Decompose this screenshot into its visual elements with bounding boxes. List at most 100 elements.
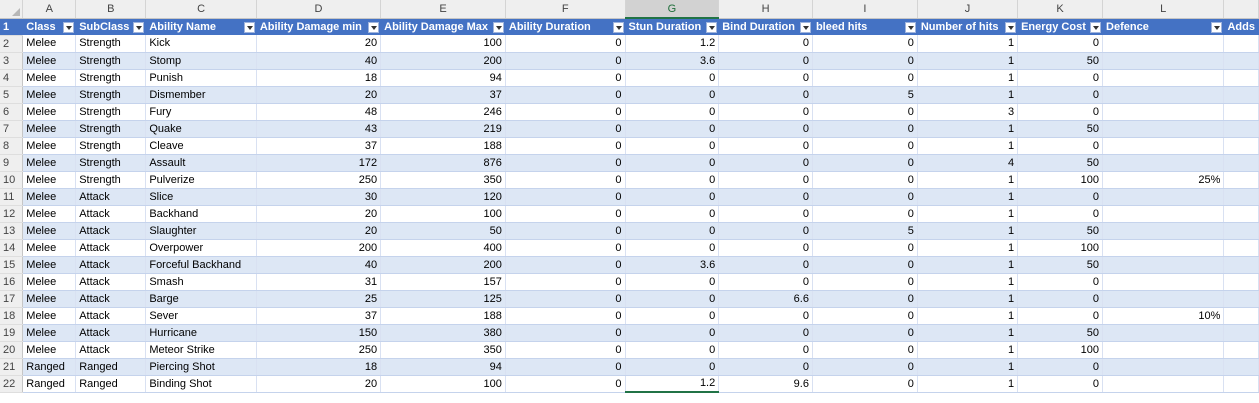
cell-ability-duration[interactable]: 0 bbox=[505, 239, 626, 257]
cell-ability-duration[interactable]: 0 bbox=[505, 222, 626, 240]
cell-bleed-hits[interactable]: 0 bbox=[812, 341, 918, 359]
cell-bleed-hits[interactable]: 0 bbox=[812, 103, 918, 121]
filter-dropdown-icon[interactable] bbox=[492, 21, 504, 33]
cell-number-of-hits[interactable]: 1 bbox=[917, 188, 1019, 206]
row-header[interactable]: 22 bbox=[0, 375, 24, 393]
cell-ability-duration[interactable]: 0 bbox=[505, 341, 626, 359]
cell-ability-duration[interactable]: 0 bbox=[505, 375, 626, 393]
cell-class[interactable]: Melee bbox=[22, 239, 77, 257]
cell-ability-name[interactable]: Assault bbox=[145, 154, 257, 172]
cell-stun-duration[interactable]: 3.6 bbox=[625, 256, 720, 274]
row-header[interactable]: 15 bbox=[0, 256, 24, 274]
cell-subclass[interactable]: Attack bbox=[75, 324, 147, 342]
cell-bind-duration[interactable]: 0 bbox=[718, 52, 813, 70]
cell-energy-cost[interactable]: 100 bbox=[1017, 171, 1104, 189]
cell-defence[interactable]: 25% bbox=[1102, 171, 1225, 189]
column-header-a[interactable]: A bbox=[22, 0, 77, 19]
cell-ability-duration[interactable]: 0 bbox=[505, 205, 626, 223]
cell-bind-duration[interactable]: 0 bbox=[718, 86, 813, 104]
cell-energy-cost[interactable]: 100 bbox=[1017, 239, 1104, 257]
cell-adds[interactable] bbox=[1223, 256, 1259, 274]
row-header-1[interactable]: 1 bbox=[0, 18, 24, 36]
cell-stun-duration[interactable]: 3.6 bbox=[625, 52, 720, 70]
cell-damage-min[interactable]: 20 bbox=[256, 205, 382, 223]
cell-adds[interactable] bbox=[1223, 103, 1259, 121]
cell-subclass[interactable]: Attack bbox=[75, 341, 147, 359]
column-header-h[interactable]: H bbox=[718, 0, 813, 19]
cell-bind-duration[interactable]: 0 bbox=[718, 69, 813, 87]
cell-bind-duration[interactable]: 0 bbox=[718, 341, 813, 359]
cell-ability-name[interactable]: Sever bbox=[145, 307, 257, 325]
cell-defence[interactable] bbox=[1102, 375, 1225, 393]
filter-dropdown-icon[interactable] bbox=[799, 21, 811, 33]
cell-number-of-hits[interactable]: 1 bbox=[917, 86, 1019, 104]
header-class[interactable]: Class bbox=[22, 18, 77, 35]
cell-stun-duration[interactable]: 1.2 bbox=[625, 375, 720, 393]
filter-dropdown-icon[interactable] bbox=[706, 22, 718, 33]
row-header[interactable]: 5 bbox=[0, 86, 24, 104]
cell-ability-duration[interactable]: 0 bbox=[505, 103, 626, 121]
row-header[interactable]: 12 bbox=[0, 205, 24, 223]
cell-defence[interactable] bbox=[1102, 52, 1225, 70]
cell-stun-duration[interactable]: 0 bbox=[625, 137, 720, 155]
cell-subclass[interactable]: Strength bbox=[75, 86, 147, 104]
cell-ability-name[interactable]: Kick bbox=[145, 35, 257, 53]
row-header[interactable]: 16 bbox=[0, 273, 24, 291]
cell-damage-min[interactable]: 150 bbox=[256, 324, 382, 342]
cell-defence[interactable] bbox=[1102, 188, 1225, 206]
cell-number-of-hits[interactable]: 1 bbox=[917, 222, 1019, 240]
cell-stun-duration[interactable]: 0 bbox=[625, 103, 720, 121]
cell-energy-cost[interactable]: 0 bbox=[1017, 137, 1104, 155]
cell-ability-name[interactable]: Overpower bbox=[145, 239, 257, 257]
cell-adds[interactable] bbox=[1223, 86, 1259, 104]
cell-defence[interactable] bbox=[1102, 324, 1225, 342]
cell-damage-min[interactable]: 20 bbox=[256, 222, 382, 240]
cell-defence[interactable] bbox=[1102, 273, 1225, 291]
cell-bleed-hits[interactable]: 0 bbox=[812, 154, 918, 172]
cell-damage-min[interactable]: 250 bbox=[256, 341, 382, 359]
cell-ability-name[interactable]: Smash bbox=[145, 273, 257, 291]
cell-ability-duration[interactable]: 0 bbox=[505, 69, 626, 87]
cell-class[interactable]: Melee bbox=[22, 154, 77, 172]
cell-number-of-hits[interactable]: 1 bbox=[917, 120, 1019, 138]
cell-class[interactable]: Melee bbox=[22, 205, 77, 223]
cell-number-of-hits[interactable]: 1 bbox=[917, 35, 1019, 53]
cell-ability-name[interactable]: Forceful Backhand bbox=[145, 256, 257, 274]
cell-energy-cost[interactable]: 0 bbox=[1017, 307, 1104, 325]
cell-stun-duration[interactable]: 0 bbox=[625, 307, 720, 325]
row-header[interactable]: 3 bbox=[0, 52, 24, 70]
cell-damage-max[interactable]: 188 bbox=[380, 137, 506, 155]
filter-dropdown-icon[interactable] bbox=[243, 21, 255, 33]
column-header-b[interactable]: B bbox=[75, 0, 147, 19]
cell-adds[interactable] bbox=[1223, 120, 1259, 138]
cell-ability-duration[interactable]: 0 bbox=[505, 358, 626, 376]
cell-number-of-hits[interactable]: 1 bbox=[917, 205, 1019, 223]
cell-energy-cost[interactable]: 50 bbox=[1017, 154, 1104, 172]
cell-damage-min[interactable]: 172 bbox=[256, 154, 382, 172]
cell-number-of-hits[interactable]: 1 bbox=[917, 324, 1019, 342]
column-header-m[interactable] bbox=[1223, 0, 1259, 19]
cell-number-of-hits[interactable]: 3 bbox=[917, 103, 1019, 121]
cell-stun-duration[interactable]: 0 bbox=[625, 171, 720, 189]
cell-ability-duration[interactable]: 0 bbox=[505, 171, 626, 189]
cell-class[interactable]: Melee bbox=[22, 35, 77, 53]
cell-class[interactable]: Melee bbox=[22, 324, 77, 342]
cell-bind-duration[interactable]: 0 bbox=[718, 120, 813, 138]
cell-defence[interactable] bbox=[1102, 256, 1225, 274]
cell-defence[interactable] bbox=[1102, 120, 1225, 138]
cell-energy-cost[interactable]: 0 bbox=[1017, 35, 1104, 53]
cell-bleed-hits[interactable]: 0 bbox=[812, 307, 918, 325]
header-adds[interactable]: Adds bbox=[1223, 18, 1259, 35]
cell-number-of-hits[interactable]: 1 bbox=[917, 137, 1019, 155]
cell-bleed-hits[interactable]: 0 bbox=[812, 35, 918, 53]
header-energy-cost[interactable]: Energy Cost bbox=[1017, 18, 1104, 35]
row-header[interactable]: 21 bbox=[0, 358, 24, 376]
header-subclass[interactable]: SubClass bbox=[75, 18, 147, 35]
cell-defence[interactable] bbox=[1102, 86, 1225, 104]
cell-adds[interactable] bbox=[1223, 188, 1259, 206]
cell-subclass[interactable]: Attack bbox=[75, 239, 147, 257]
cell-stun-duration[interactable]: 0 bbox=[625, 205, 720, 223]
cell-ability-duration[interactable]: 0 bbox=[505, 86, 626, 104]
cell-ability-duration[interactable]: 0 bbox=[505, 35, 626, 53]
cell-bind-duration[interactable]: 0 bbox=[718, 324, 813, 342]
